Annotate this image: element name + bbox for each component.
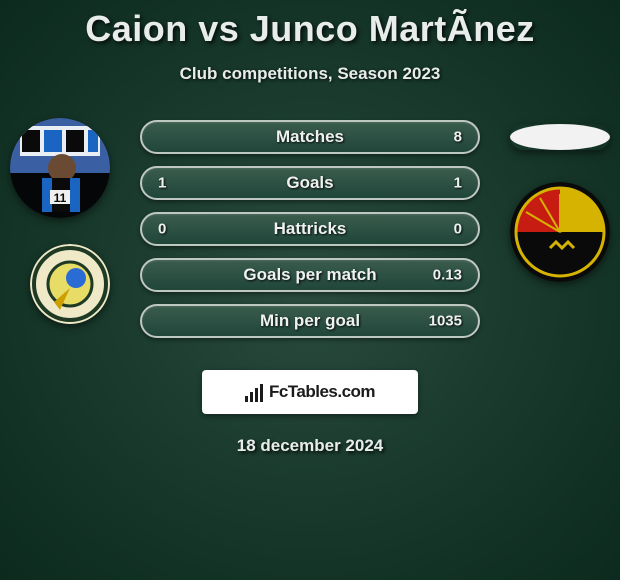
stat-right-value: 1035 (429, 313, 462, 330)
stat-row-goals: 1 Goals 1 (140, 166, 480, 200)
stat-row-goals-per-match: Goals per match 0.13 (140, 258, 480, 292)
stat-right-value: 1 (454, 175, 462, 192)
stat-right-value: 0.13 (433, 267, 462, 284)
stat-label: Matches (276, 127, 344, 147)
bar-chart-icon (245, 382, 263, 402)
stat-row-hattricks: 0 Hattricks 0 (140, 212, 480, 246)
stat-label: Goals per match (243, 265, 376, 285)
stat-right-value: 8 (454, 129, 462, 146)
page-title: Caion vs Junco MartÃ­nez (0, 0, 620, 50)
stat-left-value: 1 (158, 175, 166, 192)
stat-label: Hattricks (274, 219, 347, 239)
stat-row-matches: Matches 8 (140, 120, 480, 154)
stat-right-value: 0 (454, 221, 462, 238)
stat-label: Goals (286, 173, 333, 193)
stat-label: Min per goal (260, 311, 360, 331)
date-line: 18 december 2024 (0, 436, 620, 456)
subtitle: Club competitions, Season 2023 (0, 64, 620, 84)
brand-text: FcTables.com (269, 382, 375, 402)
stat-row-min-per-goal: Min per goal 1035 (140, 304, 480, 338)
brand-box[interactable]: FcTables.com (202, 370, 418, 414)
stat-left-value: 0 (158, 221, 166, 238)
stats-area: Matches 8 1 Goals 1 0 Hattricks 0 Goals … (0, 120, 620, 338)
